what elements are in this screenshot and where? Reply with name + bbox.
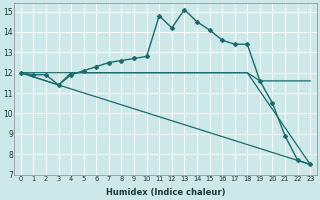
X-axis label: Humidex (Indice chaleur): Humidex (Indice chaleur) bbox=[106, 188, 225, 197]
